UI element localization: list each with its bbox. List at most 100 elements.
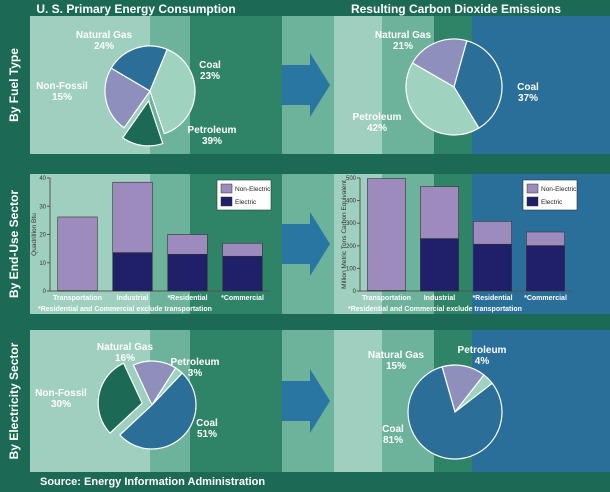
pie-value-natural-gas: 16% xyxy=(115,353,135,364)
bar-non-electric-2 xyxy=(473,221,512,245)
bar-electric-2 xyxy=(473,243,512,292)
left-column-header: U. S. Primary Energy Consumption xyxy=(36,2,235,16)
legend-swatch-electric xyxy=(526,196,539,207)
pie-label-petroleum: Petroleum xyxy=(171,357,220,368)
bar-non-electric-3 xyxy=(222,242,263,257)
pie-label-natural-gas: Natural Gas xyxy=(97,342,154,353)
row-labels: By Fuel Type By End-Use Sector By Electric… xyxy=(7,48,21,460)
pie-label-coal: Coal xyxy=(382,424,404,435)
row-label-0: By Fuel Type xyxy=(7,48,21,122)
pie-slice-coal xyxy=(407,366,503,460)
legend: Non-Electric Electric xyxy=(216,179,272,211)
x-tick-label: *Residential xyxy=(167,295,207,302)
pie-slice-non-fossil xyxy=(121,99,164,147)
pie-slice-petroleum xyxy=(405,62,480,136)
legend-label-electric: Electric xyxy=(235,199,257,206)
pie-label-natural-gas: Natural Gas xyxy=(368,350,425,361)
pie-value-petroleum: 3% xyxy=(188,368,203,379)
row-label-1: By End-Use Sector xyxy=(7,190,21,298)
bar-electric-2 xyxy=(167,253,208,292)
y-axis-title: Quadrillion Btu xyxy=(31,213,38,256)
pie-slice-non-fossil xyxy=(97,362,143,434)
pie-value-natural-gas: 21% xyxy=(393,41,413,52)
x-tick-label: Transportation xyxy=(53,295,102,302)
bar-electric-3 xyxy=(526,245,565,292)
legend-label-non-electric: Non-Electric xyxy=(235,186,271,193)
y-tick-label: 200 xyxy=(346,244,357,250)
pie-value-natural-gas: 24% xyxy=(94,41,114,52)
x-tick-label: Industrial xyxy=(117,295,149,302)
pie-value-non-fossil: 30% xyxy=(51,399,71,410)
source-note: Source: Energy Information Administratio… xyxy=(40,476,265,488)
band-row-2 xyxy=(30,330,610,472)
right-column-header: Resulting Carbon Dioxide Emissions xyxy=(351,2,561,16)
x-tick-label: *Commercial xyxy=(524,295,567,302)
pie-slice-petroleum xyxy=(149,48,196,135)
y-tick-label: 10 xyxy=(39,261,46,267)
chart-energy-by-sector: 0 10 20 30 40 Quadrillion Btu Transportation In… xyxy=(31,176,272,313)
pie-value-coal: 23% xyxy=(200,71,220,82)
pie-slice-coal xyxy=(118,372,197,450)
footnote: *Residential and Commercial exclude tran… xyxy=(348,306,522,313)
y-tick-label: 100 xyxy=(346,266,357,272)
x-tick-label: *Commercial xyxy=(221,295,264,302)
pie-value-natural-gas: 15% xyxy=(386,361,406,372)
pie-value-coal: 51% xyxy=(197,429,217,440)
pie-value-petroleum: 4% xyxy=(475,356,490,367)
pie-slice-natural-gas xyxy=(411,38,468,88)
y-tick-label: 300 xyxy=(346,221,357,227)
pie-label-petroleum: Petroleum xyxy=(188,125,237,136)
bar-non-electric-1 xyxy=(112,181,153,253)
y-tick-label: 30 xyxy=(39,204,46,210)
x-tick-label: Industrial xyxy=(424,295,456,302)
pie-slice-coal xyxy=(110,45,169,92)
bar-electric-1 xyxy=(420,238,459,292)
y-tick-label: 0 xyxy=(353,289,357,295)
y-tick-label: 500 xyxy=(346,176,357,182)
pie-value-petroleum: 39% xyxy=(202,136,222,147)
bar-electric-1 xyxy=(112,252,153,292)
pie-value-non-fossil: 15% xyxy=(52,92,72,103)
pie-label-natural-gas: Natural Gas xyxy=(375,30,432,41)
flow-arrow-2 xyxy=(282,369,330,433)
flow-arrow-0 xyxy=(282,53,330,117)
flow-arrow-1 xyxy=(282,212,330,276)
pie-label-petroleum: Petroleum xyxy=(353,112,402,123)
legend-label-non-electric: Non-Electric xyxy=(541,186,577,193)
pie-label-natural-gas: Natural Gas xyxy=(76,30,133,41)
y-tick-label: 40 xyxy=(39,176,46,182)
y-axis-title: Million Metric Tons Carbon Equivalent xyxy=(341,180,348,289)
charts-layer: Natural Gas24%Coal23%Petroleum39%Non-Fos… xyxy=(31,30,578,460)
bar-non-electric-2 xyxy=(167,234,208,255)
legend-swatch-electric xyxy=(220,196,233,207)
legend: Non-Electric Electric xyxy=(522,179,578,211)
legend-swatch-non-electric xyxy=(220,183,233,194)
legend-label-electric: Electric xyxy=(541,199,563,206)
bar-non-electric-0 xyxy=(57,216,98,292)
pie-label-coal: Coal xyxy=(199,60,221,71)
pie-label-petroleum: Petroleum xyxy=(458,345,507,356)
pie-value-coal: 81% xyxy=(383,435,403,446)
pie-label-coal: Coal xyxy=(196,418,218,429)
row-label-2: By Electricity Sector xyxy=(7,342,21,459)
bar-non-electric-0 xyxy=(367,178,406,291)
pie-label-non-fossil: Non-Fossil xyxy=(35,388,87,399)
pie-label-non-fossil: Non-Fossil xyxy=(36,81,88,92)
footnote: *Residential and Commercial exclude tran… xyxy=(38,306,212,313)
bar-non-electric-3 xyxy=(526,231,565,246)
pie-value-petroleum: 42% xyxy=(367,123,387,134)
bar-electric-3 xyxy=(222,255,263,292)
pie-label-coal: Coal xyxy=(517,82,539,93)
y-tick-label: 20 xyxy=(39,233,46,239)
x-tick-label: *Residential xyxy=(472,295,512,302)
pie-value-coal: 37% xyxy=(518,93,538,104)
pie-slice-natural-gas xyxy=(104,67,151,129)
y-tick-label: 400 xyxy=(346,199,357,205)
